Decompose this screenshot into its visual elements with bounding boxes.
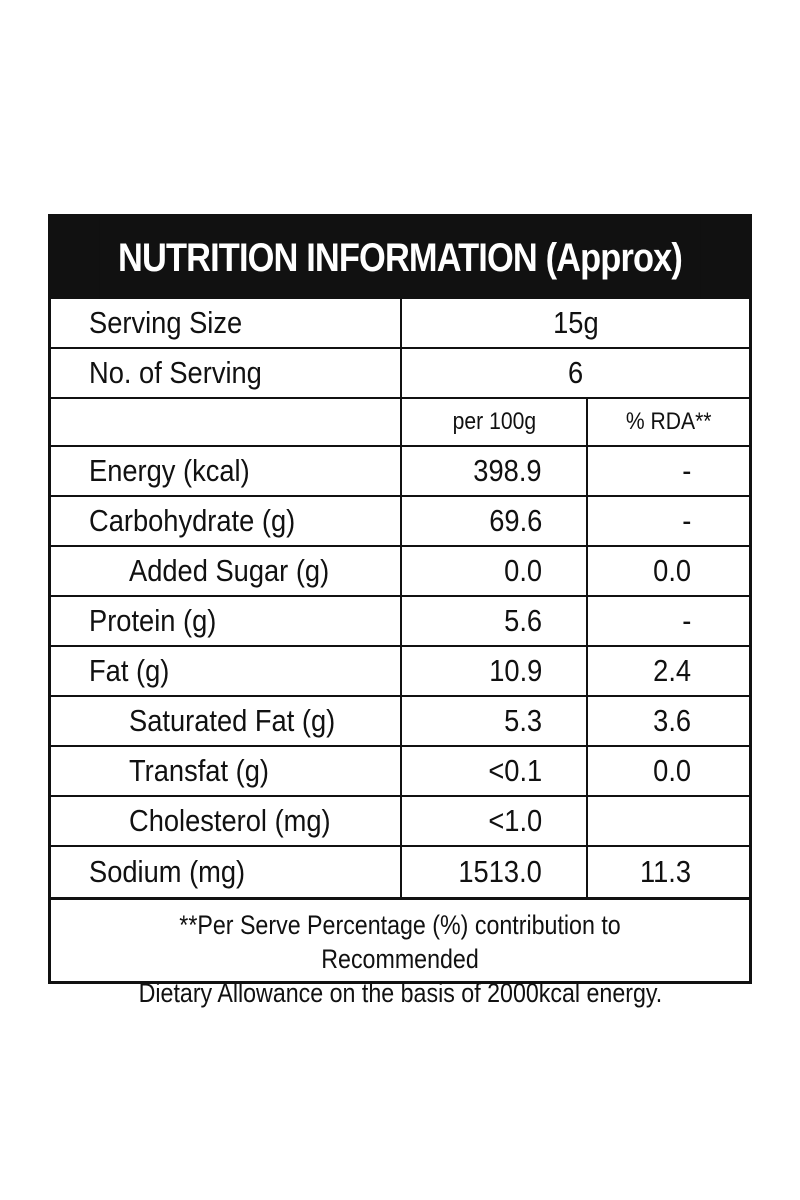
rda-value-cell (587, 796, 749, 847)
row-label: Serving Size (51, 299, 402, 349)
per100-value: <1.0 (488, 803, 542, 838)
nutrient-name: Cholesterol (mg) (129, 803, 331, 838)
nutrient-row: Sodium (mg) 1513.0 11.3 (51, 846, 749, 900)
nutrient-name: Transfat (g) (129, 753, 269, 788)
per100-value: 10.9 (488, 653, 542, 688)
per100-header: per 100g (452, 408, 536, 435)
per100-value: 398.9 (473, 453, 542, 488)
per100-value: 0.0 (504, 553, 542, 588)
per100-value: 69.6 (488, 503, 542, 538)
serving-count-row: No. of Serving 6 (51, 348, 750, 399)
nutrient-rows-table: Energy (kcal) 398.9 - Carbohydrate (g) 69.6 -… (51, 447, 749, 900)
nutrient-row: Fat (g) 10.9 2.4 (51, 646, 749, 697)
nutrition-label: NUTRITION INFORMATION (Approx) Serving S… (48, 214, 752, 1008)
nutrient-name: Saturated Fat (g) (129, 703, 336, 738)
rda-value-cell: - (587, 596, 749, 647)
per100-value: 1513.0 (458, 854, 542, 889)
per100-value-cell: <0.1 (401, 746, 588, 797)
serving-count-value: 6 (567, 355, 584, 390)
rda-value: 3.6 (653, 703, 691, 738)
nutrient-name: Carbohydrate (g) (89, 503, 296, 538)
per100-value-cell: 0.0 (401, 546, 588, 597)
nutrient-row: Energy (kcal) 398.9 - (51, 447, 749, 497)
rda-value: 2.4 (653, 653, 691, 688)
serving-size-label: Serving Size (89, 305, 243, 340)
nutrient-row: Transfat (g) <0.1 0.0 (51, 746, 749, 797)
rda-header-cell: % RDA** (587, 398, 750, 447)
footnote-line-2: Dietary Allowance on the basis of 2000kc… (138, 978, 662, 1008)
row-label: No. of Serving (51, 348, 402, 399)
nutrition-table: Serving Size 15g No. of Serving 6 per 10… (51, 299, 750, 447)
nutrient-name-cell: Fat (g) (51, 646, 402, 697)
footnote: **Per Serve Percentage (%) contribution … (51, 900, 749, 1010)
rda-value-cell: - (587, 496, 749, 547)
nutrient-name-cell: Sodium (mg) (51, 846, 402, 900)
nutrient-name-cell: Saturated Fat (g) (51, 696, 402, 747)
per100-value: <0.1 (488, 753, 542, 788)
rda-header: % RDA** (625, 408, 712, 435)
per100-value-cell: 10.9 (401, 646, 588, 697)
rda-value-cell: 2.4 (587, 646, 749, 697)
nutrient-name: Sodium (mg) (89, 854, 246, 889)
nutrient-name-cell: Cholesterol (mg) (51, 796, 402, 847)
nutrient-row: Carbohydrate (g) 69.6 - (51, 496, 749, 547)
nutrient-name: Energy (kcal) (89, 453, 250, 488)
nutrient-name-cell: Energy (kcal) (51, 447, 402, 497)
nutrient-name-cell: Added Sugar (g) (51, 546, 402, 597)
serving-count-cell: 6 (401, 348, 750, 399)
rda-value-cell: 11.3 (587, 846, 749, 900)
serving-size-value: 15g (552, 305, 599, 340)
footnote-line-1: **Per Serve Percentage (%) contribution … (179, 910, 621, 974)
serving-size-cell: 15g (401, 299, 750, 349)
nutrient-name-cell: Protein (g) (51, 596, 402, 647)
per100-header-cell: per 100g (401, 398, 588, 447)
rda-value: - (681, 603, 691, 638)
rda-value: - (681, 503, 691, 538)
rda-value-cell: 0.0 (587, 746, 749, 797)
per100-value: 5.6 (504, 603, 542, 638)
nutrient-name-cell: Transfat (g) (51, 746, 402, 797)
nutrient-row: Cholesterol (mg) <1.0 (51, 796, 749, 847)
rda-value: 0.0 (653, 553, 691, 588)
nutrient-name: Fat (g) (89, 653, 170, 688)
rda-value: - (681, 453, 691, 488)
nutrient-name: Protein (g) (89, 603, 217, 638)
column-header-row: per 100g % RDA** (51, 398, 750, 447)
per100-value: 5.3 (504, 703, 542, 738)
nutrient-row: Saturated Fat (g) 5.3 3.6 (51, 696, 749, 747)
nutrient-row: Protein (g) 5.6 - (51, 596, 749, 647)
per100-value-cell: 69.6 (401, 496, 588, 547)
rda-value-cell: 3.6 (587, 696, 749, 747)
nutrition-title: NUTRITION INFORMATION (Approx) (99, 217, 701, 299)
per100-value-cell: 1513.0 (401, 846, 588, 900)
per100-value-cell: 5.6 (401, 596, 588, 647)
nutrient-name: Added Sugar (g) (129, 553, 330, 588)
per100-value-cell: 5.3 (401, 696, 588, 747)
per100-value-cell: <1.0 (401, 796, 588, 847)
nutrient-name-cell: Carbohydrate (g) (51, 496, 402, 547)
rda-value-cell: - (587, 447, 749, 497)
serving-count-label: No. of Serving (89, 355, 262, 390)
rda-value: 11.3 (639, 854, 691, 889)
rda-value-cell: 0.0 (587, 546, 749, 597)
header-blank-cell (51, 398, 402, 447)
nutrient-row: Added Sugar (g) 0.0 0.0 (51, 546, 749, 597)
rda-value: 0.0 (653, 753, 691, 788)
per100-value-cell: 398.9 (401, 447, 588, 497)
title-bar: NUTRITION INFORMATION (Approx) (51, 217, 749, 299)
serving-size-row: Serving Size 15g (51, 299, 750, 349)
